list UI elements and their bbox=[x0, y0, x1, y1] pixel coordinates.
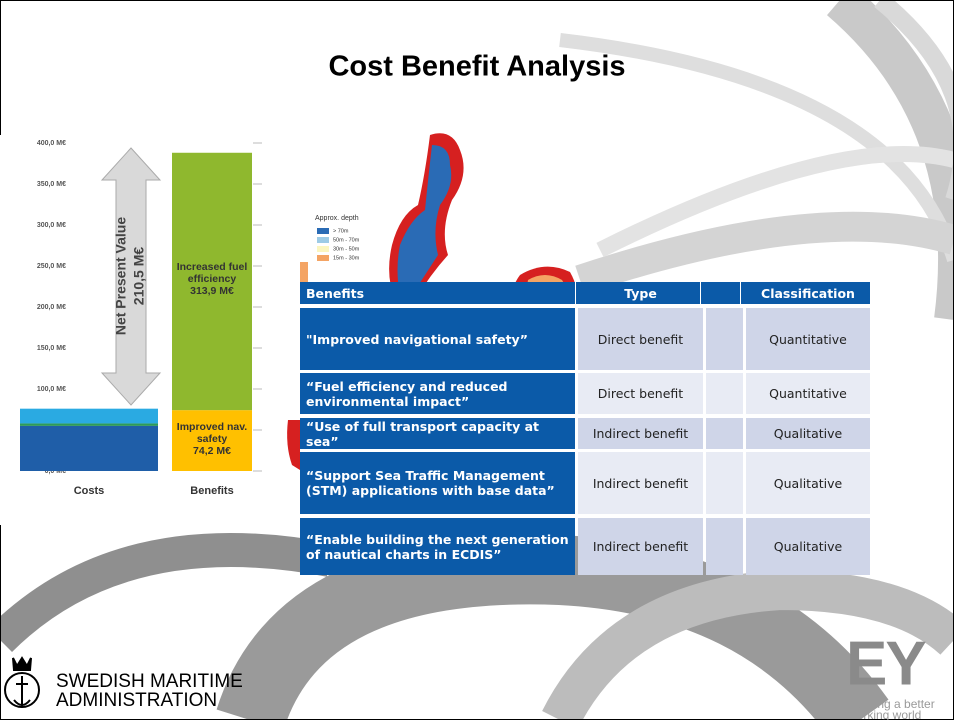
type-cell: Direct benefit bbox=[578, 308, 703, 370]
x-tick-label: Benefits bbox=[190, 485, 233, 497]
row-label: "Improved navigational safety” bbox=[300, 308, 575, 370]
org-name: SWEDISH MARITIME bbox=[56, 671, 243, 692]
empty-cell bbox=[706, 308, 743, 370]
row-label: “Enable building the next generation of … bbox=[300, 518, 575, 575]
legend-swatch bbox=[317, 255, 329, 261]
map-legend-title: Approx. depth bbox=[315, 215, 359, 222]
x-tick-label: Costs bbox=[74, 485, 105, 497]
header-cell bbox=[300, 282, 870, 304]
header-text: Benefits bbox=[306, 285, 365, 301]
annotation: 210,5 M€ bbox=[131, 247, 147, 306]
bar-segment bbox=[20, 425, 158, 471]
bar-segment bbox=[172, 410, 252, 471]
legend-label: 30m - 50m bbox=[333, 246, 360, 252]
empty-cell bbox=[706, 452, 743, 514]
type-cell: Direct benefit bbox=[578, 373, 703, 414]
header-divider bbox=[575, 282, 576, 304]
header-divider bbox=[740, 282, 741, 304]
classification-cell: Qualitative bbox=[746, 452, 870, 514]
tagline: Building a better bbox=[848, 697, 935, 711]
header-text: Type bbox=[624, 285, 657, 301]
classification-cell: Quantitative bbox=[746, 373, 870, 414]
row-label: “Fuel efficiency and reduced environment… bbox=[300, 373, 575, 414]
legend-swatch bbox=[317, 246, 329, 252]
row-label: “Use of full transport capacity at sea” bbox=[300, 418, 575, 449]
empty-cell bbox=[706, 373, 743, 414]
y-tick-label: 350,0 M€ bbox=[37, 181, 66, 188]
y-tick-label: 200,0 M€ bbox=[37, 304, 66, 311]
legend-label: 50m - 70m bbox=[333, 237, 360, 243]
annotation: Net Present Value bbox=[113, 217, 129, 335]
empty-cell bbox=[706, 518, 743, 575]
segment-label: Improved nav. safety 74,2 M€ bbox=[172, 421, 252, 457]
header-text: Classification bbox=[761, 285, 855, 301]
y-tick-label: 400,0 M€ bbox=[37, 140, 66, 147]
legend-label: > 70m bbox=[333, 228, 349, 234]
crest bbox=[4, 656, 40, 708]
type-cell: Indirect benefit bbox=[578, 452, 703, 514]
y-tick-label: 0,0 M€ bbox=[45, 468, 67, 475]
legend-swatch bbox=[317, 237, 329, 243]
segment-name: Increased fuel efficiency bbox=[176, 261, 248, 286]
y-tick-label: 100,0 M€ bbox=[37, 386, 66, 393]
org-name: ADMINISTRATION bbox=[56, 690, 217, 711]
npv-arrow bbox=[100, 147, 162, 406]
legend-swatch bbox=[317, 228, 329, 234]
type-cell: Indirect benefit bbox=[578, 518, 703, 575]
bar-segment bbox=[172, 152, 252, 411]
classification-cell: Quantitative bbox=[746, 308, 870, 370]
row-label: “Support Sea Traffic Management (STM) ap… bbox=[300, 452, 575, 514]
y-tick-label: 250,0 M€ bbox=[37, 263, 66, 270]
y-tick-label: 150,0 M€ bbox=[37, 345, 66, 352]
data-label: 313,9 M€ bbox=[190, 285, 234, 298]
legend-label: 15m - 30m bbox=[333, 255, 360, 261]
bar-segment bbox=[20, 423, 158, 426]
type-cell: Indirect benefit bbox=[578, 418, 703, 449]
header-divider bbox=[700, 282, 701, 304]
segment-label: Increased fuel efficiency 313,9 M€ bbox=[172, 261, 252, 297]
bar-segment bbox=[20, 408, 158, 424]
tagline: working world bbox=[847, 708, 921, 720]
segment-name: Improved nav. safety bbox=[176, 420, 248, 445]
map-legend: Approx. depth > 70m 50m - 70m 30m - 50m 15m… bbox=[315, 215, 360, 262]
classification-cell: Qualitative bbox=[746, 418, 870, 449]
empty-cell bbox=[706, 418, 743, 449]
ey-logo: EY bbox=[846, 629, 926, 698]
data-label: 74,2 M€ bbox=[193, 444, 231, 457]
slide-title: Cost Benefit Analysis bbox=[328, 51, 625, 83]
classification-cell: Qualitative bbox=[746, 518, 870, 575]
y-tick-label: 300,0 M€ bbox=[37, 222, 66, 229]
